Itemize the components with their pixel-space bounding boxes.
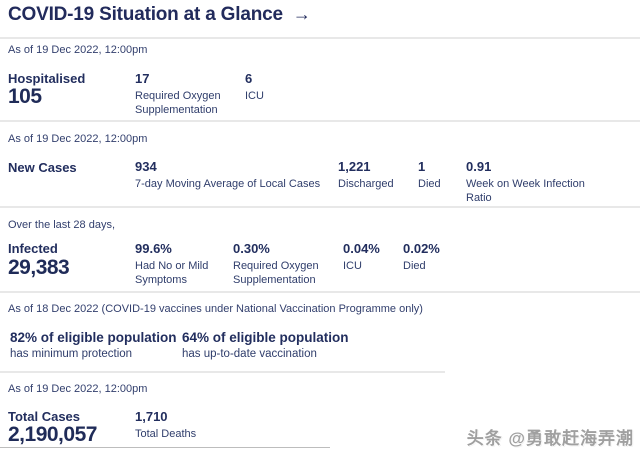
stat-value: 934 — [135, 159, 157, 174]
stat-died-pct: 0.02% Died — [403, 241, 440, 273]
stat-label: Died — [403, 259, 426, 272]
new-cases-as-of: As of 19 Dec 2022, 12:00pm — [8, 133, 148, 145]
stat-label: Total Deaths — [135, 427, 197, 440]
stat-label: Died — [418, 177, 441, 190]
stat-week-on-week-ratio: 0.91 Week on Week Infection Ratio — [466, 159, 591, 206]
stat-label: Had No or Mild Symptoms — [135, 259, 209, 287]
stat-label: Week on Week Infection Ratio — [466, 177, 585, 205]
stat-label: 7-day Moving Average of Local Cases — [135, 177, 321, 190]
stat-value: 1,221 — [338, 159, 371, 174]
section-divider — [0, 120, 640, 122]
stat-value: 1 — [418, 159, 426, 174]
hospitalised-value: 105 — [8, 85, 42, 108]
stat-value: 17 — [135, 71, 150, 86]
arrow-right-icon[interactable]: → — [292, 3, 311, 24]
stat-label: Discharged — [338, 177, 394, 190]
section-divider — [0, 447, 330, 448]
stat-value: 0.02% — [403, 241, 440, 256]
stat-value: 64% of eligible population — [182, 330, 349, 345]
stat-icu-pct: 0.04% ICU — [343, 241, 380, 273]
stat-label: ICU — [245, 89, 264, 102]
hospitalised-label: Hospitalised — [8, 71, 86, 86]
stat-label: has up-to-date vaccination — [182, 347, 317, 360]
section-divider — [0, 291, 640, 293]
stat-required-oxygen: 17 Required Oxygen Supplementation — [135, 71, 245, 118]
totals-as-of: As of 19 Dec 2022, 12:00pm — [8, 383, 148, 395]
stat-minimum-protection: 82% of eligible population has minimum p… — [10, 330, 177, 361]
stat-icu: 6 ICU — [245, 71, 264, 103]
page-title-text[interactable]: COVID-19 Situation at a Glance — [8, 4, 283, 25]
stat-mild-symptoms: 99.6% Had No or Mild Symptoms — [135, 241, 230, 288]
stat-value: 0.30% — [233, 241, 270, 256]
stat-value: 0.04% — [343, 241, 380, 256]
stat-value: 82% of eligible population — [10, 330, 177, 345]
section-divider — [0, 371, 445, 373]
page-title: COVID-19 Situation at a Glance → — [8, 4, 311, 26]
stat-value: 0.91 — [466, 159, 492, 174]
stat-up-to-date-vaccination: 64% of eligible population has up-to-dat… — [182, 330, 349, 361]
total-cases-value: 2,190,057 — [8, 423, 97, 446]
stat-label: Required Oxygen Supplementation — [135, 89, 221, 117]
toutiao-watermark: 头条 @勇敢赶海弄潮 — [466, 429, 634, 448]
infected-label: Infected — [8, 241, 58, 256]
stat-label: ICU — [343, 259, 362, 272]
stat-discharged: 1,221 Discharged — [338, 159, 394, 191]
hospitalised-as-of: As of 19 Dec 2022, 12:00pm — [8, 44, 148, 56]
stat-died: 1 Died — [418, 159, 441, 191]
infected-as-of: Over the last 28 days, — [8, 219, 115, 231]
stat-label: has minimum protection — [10, 347, 133, 360]
stat-total-deaths: 1,710 Total Deaths — [135, 409, 197, 441]
vaccination-as-of: As of 18 Dec 2022 (COVID-19 vaccines und… — [8, 303, 423, 315]
section-divider — [0, 206, 640, 208]
stat-label: Required Oxygen Supplementation — [233, 259, 319, 287]
stat-required-oxygen-pct: 0.30% Required Oxygen Supplementation — [233, 241, 348, 288]
stat-value: 6 — [245, 71, 253, 86]
new-cases-label: New Cases — [8, 160, 77, 175]
stat-value: 1,710 — [135, 409, 168, 424]
stat-value: 99.6% — [135, 241, 172, 256]
total-cases-label: Total Cases — [8, 409, 81, 424]
stat-7day-average: 934 7-day Moving Average of Local Cases — [135, 159, 321, 191]
infected-value: 29,383 — [8, 256, 70, 279]
section-divider — [0, 37, 640, 39]
